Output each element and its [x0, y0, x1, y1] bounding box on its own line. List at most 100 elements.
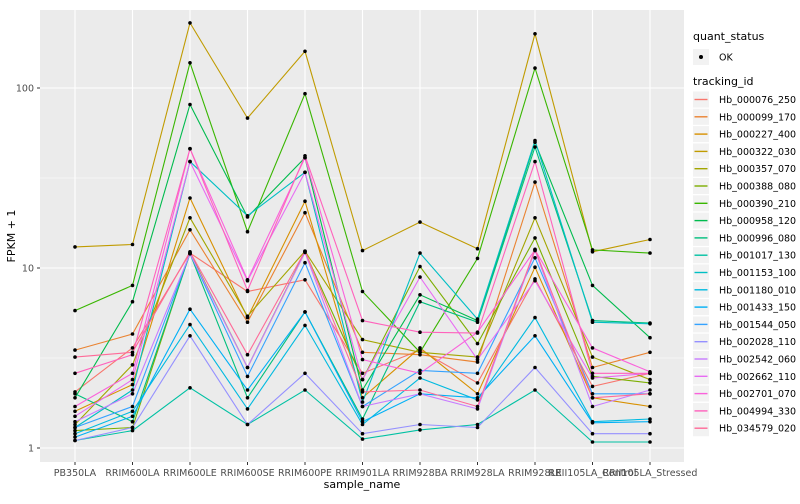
data-point — [648, 392, 652, 396]
data-point — [533, 32, 537, 36]
data-point — [418, 220, 422, 224]
data-point — [303, 199, 307, 203]
data-point — [648, 377, 652, 382]
data-point — [360, 377, 365, 382]
data-point — [188, 322, 192, 327]
data-point — [360, 422, 365, 427]
legend-label: Hb_000227_400 — [719, 130, 796, 141]
data-point — [418, 392, 422, 396]
x-tick-label: RRIM928LA — [450, 468, 505, 479]
data-point — [533, 138, 537, 143]
legend-label: Hb_000388_080 — [719, 182, 796, 193]
legend-label: Hb_000390_210 — [719, 199, 796, 210]
legend-label: Hb_000099_170 — [719, 112, 796, 123]
data-point — [303, 91, 307, 96]
data-point — [648, 404, 652, 409]
data-point — [418, 264, 422, 269]
data-point — [533, 278, 537, 283]
data-point — [73, 348, 77, 352]
data-point — [475, 404, 480, 409]
data-point — [130, 283, 135, 288]
y-tick-label: 100 — [16, 84, 34, 95]
data-point — [418, 388, 422, 392]
data-point — [360, 248, 365, 253]
data-point — [360, 419, 365, 424]
data-point — [475, 355, 480, 359]
data-point — [130, 409, 135, 414]
data-point — [73, 414, 77, 419]
data-point — [130, 382, 135, 387]
data-point — [360, 417, 365, 421]
x-tick-label: RRIM600LA — [105, 468, 160, 479]
data-point — [648, 419, 652, 424]
data-point — [648, 371, 652, 376]
data-point — [188, 228, 192, 232]
data-point — [590, 421, 595, 425]
x-tick-label: PB350LA — [54, 468, 97, 479]
data-point — [590, 320, 595, 325]
data-point — [130, 242, 135, 247]
data-point — [533, 145, 537, 149]
data-point — [245, 278, 250, 282]
data-point — [648, 440, 652, 444]
data-point — [475, 331, 480, 335]
data-point — [418, 368, 422, 373]
data-point — [360, 396, 365, 400]
x-tick-label: RRIM901LA — [335, 468, 390, 479]
x-axis-title: sample_name — [324, 478, 401, 491]
data-point — [303, 310, 307, 314]
data-point — [188, 146, 192, 151]
data-point — [418, 346, 422, 350]
data-point — [533, 247, 537, 252]
data-point — [418, 422, 422, 427]
legend-label: Hb_001544_050 — [719, 320, 796, 331]
data-point — [188, 307, 192, 312]
legend-label: Hb_002662_110 — [719, 372, 796, 383]
data-point — [245, 229, 250, 234]
data-point — [533, 180, 537, 184]
data-point — [245, 352, 250, 357]
data-point — [590, 355, 595, 359]
legend-label: Hb_002028_110 — [719, 337, 796, 348]
legend-label: Hb_001180_010 — [719, 285, 796, 296]
x-tick-label: RRII105LA_Stressed — [603, 468, 698, 479]
data-point — [188, 196, 192, 200]
data-point — [245, 396, 250, 400]
data-point — [590, 376, 595, 380]
data-point — [188, 61, 192, 65]
data-point — [188, 21, 192, 25]
data-point — [188, 250, 192, 254]
x-tick-label: RRIM600PE — [278, 468, 332, 479]
x-tick-label: RRIM928LE — [508, 468, 562, 479]
legend-title-quant-status: quant_status — [693, 30, 765, 43]
legend-label: Hb_001153_100 — [719, 268, 796, 279]
data-point — [130, 299, 135, 304]
x-tick-label: RRIM600SE — [220, 468, 274, 479]
data-point — [245, 374, 250, 379]
data-point — [73, 438, 77, 443]
data-point — [130, 414, 135, 419]
data-point — [303, 170, 307, 175]
data-point — [475, 425, 480, 430]
data-point — [303, 388, 307, 392]
data-point — [418, 275, 422, 279]
data-point — [590, 384, 595, 389]
data-point — [188, 334, 192, 338]
data-point — [360, 289, 365, 294]
legend-label: Hb_034579_020 — [719, 424, 796, 435]
data-point — [360, 371, 365, 376]
data-point — [245, 116, 250, 120]
data-point — [475, 341, 480, 346]
data-point — [188, 159, 192, 164]
data-point — [360, 400, 365, 404]
data-point — [533, 315, 537, 320]
data-point — [303, 260, 307, 265]
legend-label: Hb_004994_330 — [719, 406, 796, 417]
data-point — [533, 365, 537, 370]
data-point — [533, 216, 537, 220]
data-point — [360, 390, 365, 394]
data-point — [130, 392, 135, 396]
data-point — [303, 323, 307, 328]
data-point — [73, 392, 77, 396]
